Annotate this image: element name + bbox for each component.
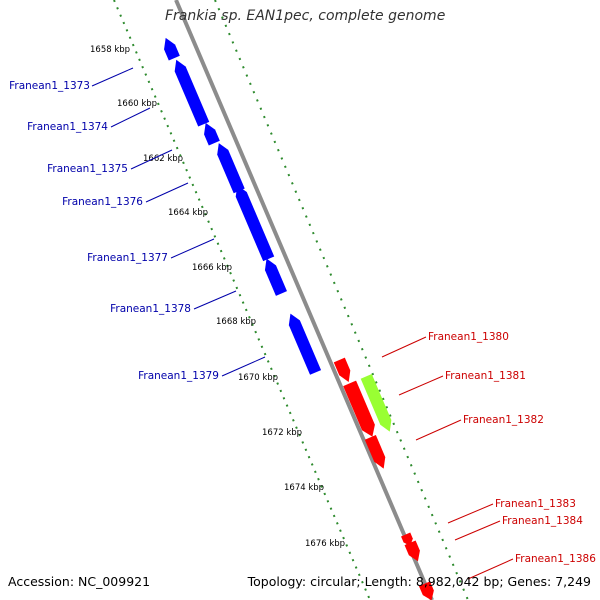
label-leader-line (145, 182, 189, 203)
label-leader-line (381, 336, 427, 358)
label-leader-line (110, 107, 151, 128)
accession-text: Accession: NC_009921 (8, 574, 151, 589)
forward-gene-label[interactable]: Franean1_1384 (502, 515, 583, 527)
label-leader-line (447, 503, 494, 524)
outer-tick-ring (113, 0, 371, 600)
tick-label: 1674 kbp (284, 483, 324, 493)
reverse-gene-arrow[interactable] (213, 141, 245, 194)
forward-gene-arrow[interactable] (360, 374, 396, 434)
reverse-gene-label[interactable]: Franean1_1379 (138, 370, 219, 382)
genome-backbone (174, 0, 434, 600)
forward-gene-arrow[interactable] (401, 532, 415, 548)
reverse-gene-arrow[interactable] (232, 183, 275, 262)
inner-tick-ring (214, 0, 469, 600)
reverse-gene-arrow[interactable] (171, 57, 210, 127)
genome-summary: Topology: circular; Length: 8,982,042 bp… (247, 574, 591, 589)
forward-gene-arrow[interactable] (418, 581, 437, 600)
label-leader-line (221, 356, 266, 377)
reverse-gene-label[interactable]: Franean1_1376 (62, 196, 143, 208)
label-leader-line (130, 149, 173, 170)
label-leader-line (415, 419, 462, 441)
tick-label: 1666 kbp (192, 263, 232, 273)
label-leader-line (91, 67, 134, 87)
tick-label: 1676 kbp (305, 539, 345, 549)
reverse-gene-label[interactable]: Franean1_1375 (47, 163, 128, 175)
tick-label: 1662 kbp (143, 154, 183, 164)
forward-gene-arrow[interactable] (364, 435, 389, 471)
forward-gene-label[interactable]: Franean1_1381 (445, 370, 526, 382)
label-leader-line (467, 558, 514, 580)
forward-gene-label[interactable]: Franean1_1386 (515, 553, 596, 565)
reverse-gene-label[interactable]: Franean1_1374 (27, 121, 108, 133)
reverse-gene-label[interactable]: Franean1_1373 (9, 80, 90, 92)
reverse-gene-label[interactable]: Franean1_1378 (110, 303, 191, 315)
reverse-gene-arrow[interactable] (160, 36, 180, 61)
label-leader-line (398, 375, 444, 396)
tick-label: 1668 kbp (216, 317, 256, 327)
tick-label: 1670 kbp (238, 373, 278, 383)
tick-label: 1664 kbp (168, 208, 208, 218)
reverse-gene-label[interactable]: Franean1_1377 (87, 252, 168, 264)
reverse-gene-arrow[interactable] (261, 256, 287, 296)
label-leader-line (170, 238, 215, 259)
tick-label: 1658 kbp (90, 45, 130, 55)
label-leader-line (454, 520, 501, 541)
map-title: Frankia sp. EAN1pec, complete genome (165, 8, 446, 24)
forward-gene-label[interactable]: Franean1_1383 (495, 498, 576, 510)
forward-gene-arrow[interactable] (343, 380, 379, 440)
label-leader-line (193, 290, 237, 310)
forward-gene-label[interactable]: Franean1_1380 (428, 331, 509, 343)
forward-gene-arrow[interactable] (404, 540, 424, 563)
forward-gene-label[interactable]: Franean1_1382 (463, 414, 544, 426)
forward-gene-arrow[interactable] (333, 357, 354, 385)
tick-label: 1672 kbp (262, 428, 302, 438)
tick-label: 1660 kbp (117, 99, 157, 109)
reverse-gene-arrow[interactable] (285, 311, 322, 375)
reverse-gene-arrow[interactable] (200, 121, 220, 146)
